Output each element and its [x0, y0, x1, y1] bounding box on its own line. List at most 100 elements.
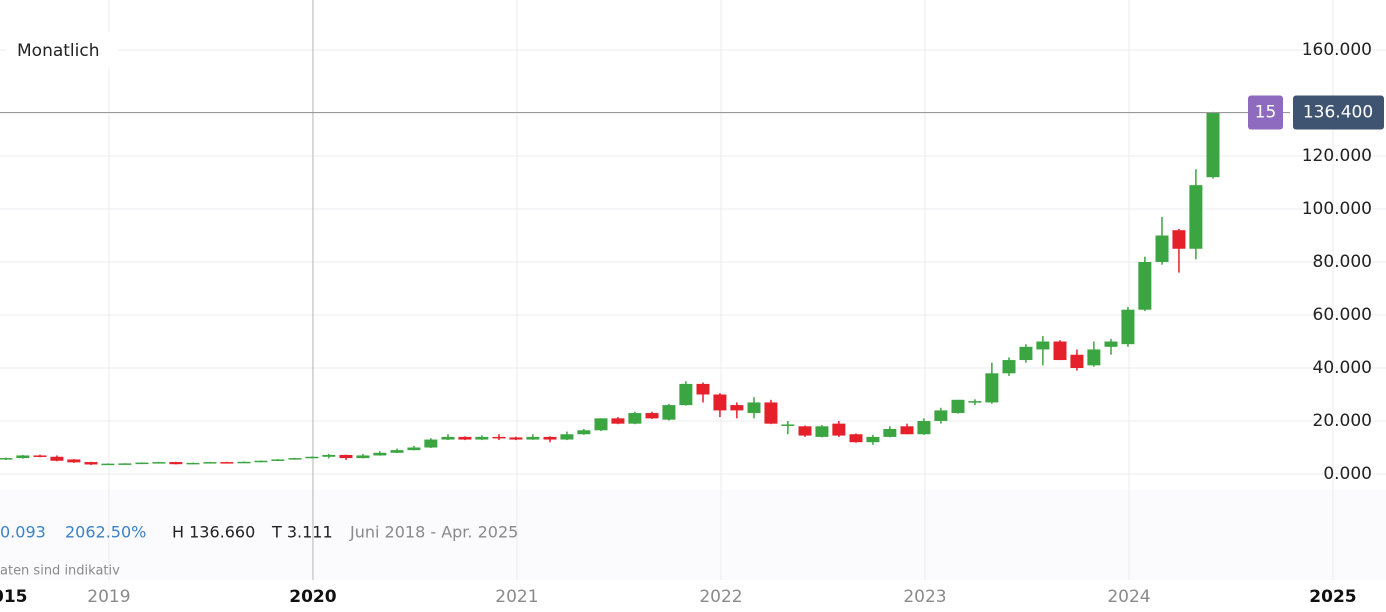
x-tick-label: 2024: [1107, 587, 1150, 607]
candle-body: [526, 436, 540, 440]
candle-body: [611, 418, 625, 424]
candle-body: [594, 418, 608, 431]
candle-body: [951, 399, 965, 414]
candle-body: [0, 458, 13, 460]
price-tag-box: [1293, 95, 1384, 130]
candle-body: [152, 462, 166, 464]
candle-body: [900, 426, 914, 435]
candle-body: [1104, 341, 1118, 347]
candle-body: [1053, 341, 1067, 361]
candle-body: [883, 428, 897, 437]
badge: 15: [1255, 103, 1277, 123]
candles: [0, 111, 1220, 466]
candle-body: [441, 436, 455, 440]
candle-body: [747, 402, 761, 414]
stat: Juni 2018 - Apr. 2025: [349, 523, 518, 542]
candle-body: [1087, 349, 1101, 366]
candle-body: [33, 455, 47, 457]
candle-body: [1019, 346, 1033, 361]
y-tick-label: 120.000: [1302, 146, 1372, 166]
candle-body: [1172, 230, 1186, 249]
candle-body: [509, 437, 523, 440]
candle-body: [169, 462, 183, 465]
candle-body: [220, 462, 234, 464]
candle-body: [271, 459, 285, 461]
candle-body: [373, 452, 387, 456]
candle-body: [968, 401, 982, 403]
stat: 2062.50%: [65, 523, 146, 542]
candle-body: [560, 434, 574, 440]
stat: 0.093: [0, 523, 46, 542]
y-tick-label: 20.000: [1313, 411, 1372, 431]
candle-body: [815, 426, 829, 437]
candle-body: [322, 454, 336, 457]
x-tick-label: 2019: [87, 587, 130, 607]
period-label: Monatlich: [17, 41, 100, 61]
x-tick-label: 2023: [903, 587, 946, 607]
lower-band: [0, 490, 1386, 580]
candle-body: [798, 426, 812, 436]
candle-body: [339, 454, 353, 459]
candle-body: [1189, 185, 1203, 249]
candle-body: [917, 421, 931, 435]
candle-body: [713, 394, 727, 411]
candle-body: [1036, 341, 1050, 350]
candle-body: [764, 402, 778, 424]
candle-body: [679, 383, 693, 406]
candle-body: [866, 436, 880, 443]
x-tick-label: 2022: [699, 587, 742, 607]
candle-body: [1206, 112, 1220, 178]
candle-body: [288, 458, 302, 460]
candle-body: [1155, 235, 1169, 263]
y-tick-label: 40.000: [1313, 358, 1372, 378]
candle-body: [696, 383, 710, 395]
candle-body: [237, 461, 251, 464]
candle-body: [492, 436, 506, 439]
candle-body: [118, 463, 132, 465]
candle-body: [1138, 262, 1152, 310]
stat: H 136.660: [172, 523, 255, 542]
y-tick-label: 0.000: [1323, 464, 1372, 484]
candle-body: [67, 459, 81, 463]
candle-body: [50, 456, 64, 461]
price-tag: 136.400: [1303, 103, 1373, 123]
candle-body: [628, 413, 642, 424]
y-tick-label: 60.000: [1313, 305, 1372, 325]
candle-body: [186, 462, 200, 465]
candle-body: [781, 424, 795, 426]
candle-body: [424, 439, 438, 448]
candle-body: [730, 405, 744, 411]
candle-body: [458, 436, 472, 440]
candle-body: [305, 456, 319, 459]
candle-body: [101, 463, 115, 466]
candle-body: [645, 413, 659, 419]
range-start-label: 015: [0, 587, 28, 607]
candle-body: [84, 462, 98, 465]
y-tick-label: 80.000: [1313, 252, 1372, 272]
candle-body: [203, 462, 217, 464]
candle-body: [135, 462, 149, 465]
candle-body: [254, 460, 268, 463]
x-tick-label: 2025: [1309, 587, 1356, 607]
period-box: [6, 32, 118, 68]
candle-body: [832, 423, 846, 436]
badge-box: [1248, 95, 1283, 130]
candle-body: [985, 373, 999, 403]
stat: T 3.111: [271, 523, 333, 542]
disclaimer: aten sind indikativ: [0, 564, 120, 579]
y-tick-label: 160.000: [1302, 40, 1372, 60]
candle-body: [16, 455, 30, 459]
candle-body: [356, 455, 370, 459]
candle-body: [407, 447, 421, 451]
candle-body: [1002, 360, 1016, 374]
candle-body: [662, 405, 676, 420]
candle-body: [543, 436, 557, 440]
grid: [0, 0, 1386, 580]
candle-body: [1121, 309, 1135, 345]
candle-body: [577, 430, 591, 435]
candle-body: [849, 434, 863, 443]
candle-body: [1070, 354, 1084, 369]
x-tick-label: 2021: [495, 587, 538, 607]
y-tick-label: 100.000: [1302, 199, 1372, 219]
